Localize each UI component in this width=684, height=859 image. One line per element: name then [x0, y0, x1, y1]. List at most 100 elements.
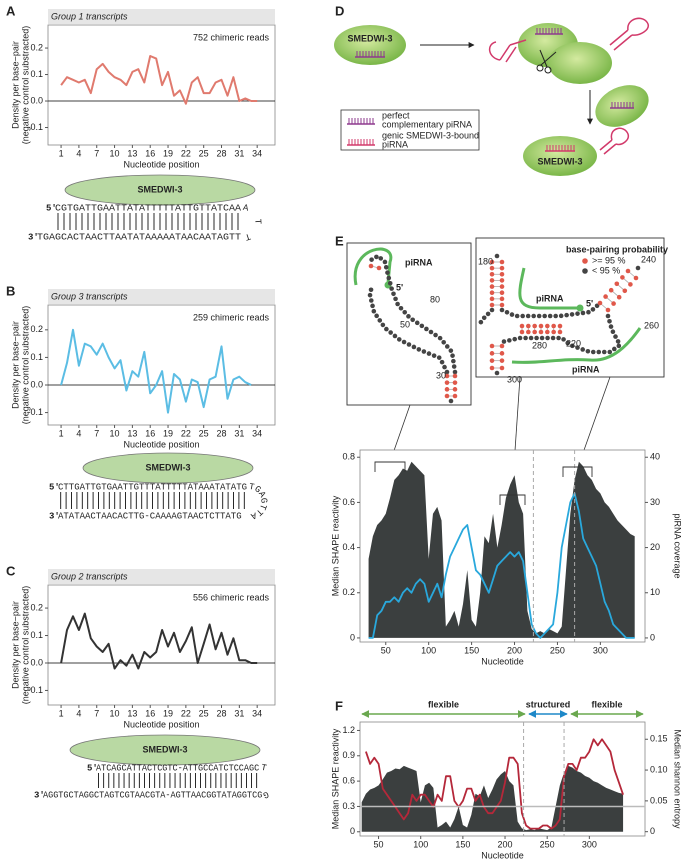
title-strip [48, 569, 275, 584]
nucleotide [532, 329, 537, 335]
nucleotide [545, 329, 550, 335]
y-tick-label: 0 [350, 826, 355, 836]
legend-label: < 95 % [592, 265, 620, 275]
structure-label: piRNA [405, 257, 433, 267]
nucleotide [374, 254, 379, 260]
nucleotide [444, 387, 450, 392]
x-tick-label: 10 [110, 148, 120, 158]
nucleotide [519, 323, 525, 329]
nucleotide [557, 323, 563, 329]
x-tick-label: 25 [199, 428, 209, 438]
line [368, 492, 635, 639]
nucleotide [616, 343, 622, 349]
sequence: AGGTGCTAGGCTAGTCGTAACGTA-AGTTAACGGTATAGG… [43, 790, 262, 800]
x-tick-label: 16 [145, 708, 155, 718]
nucleotide [580, 310, 586, 316]
chart-title: Group 1 transcripts [51, 11, 128, 21]
annotation: 556 chimeric reads [193, 592, 270, 602]
line [365, 738, 624, 830]
nucleotide [389, 286, 394, 291]
sequence-loop: TGAGTTA [248, 482, 268, 520]
nucleotide [610, 329, 616, 335]
nucleotide [489, 290, 495, 296]
x-tick-label: 28 [217, 428, 227, 438]
y-axis-label: Density per base−pair [10, 41, 20, 129]
nucleotide [391, 291, 396, 297]
x-axis-label: Nucleotide position [123, 159, 199, 169]
nucleotide [489, 307, 495, 313]
nucleotide [489, 302, 495, 308]
nucleotide [444, 393, 450, 399]
bracket [499, 494, 526, 505]
nucleotide [426, 351, 432, 356]
x-tick-label: 19 [163, 428, 173, 438]
x-axis-label: Nucleotide position [123, 439, 199, 449]
x-tick-label: 13 [127, 708, 137, 718]
nucleotide [388, 330, 393, 335]
nucleotide [385, 270, 390, 275]
nucleotide [575, 311, 580, 316]
y-axis-label: Median SHAPE reactivity [330, 495, 340, 596]
nucleotide [565, 340, 571, 346]
nucleotide [538, 323, 544, 329]
nucleotide-number: 280 [532, 340, 547, 350]
nucleotide [376, 265, 382, 271]
x-tick-label: 22 [181, 148, 191, 158]
x-tick-label: 19 [163, 708, 173, 718]
nucleotide [499, 296, 505, 302]
nucleotide [520, 313, 525, 319]
y2-axis-label: Median shannon entropy [673, 729, 683, 829]
nucleotide [551, 323, 556, 329]
nucleotide [499, 290, 505, 296]
nucleotide [421, 349, 427, 354]
y-axis-label: (negative control substracted) [20, 26, 30, 145]
y2-tick-label: 30 [650, 497, 660, 507]
nucleotide-number: 30 [436, 370, 446, 380]
protein-shape [334, 25, 406, 65]
y-tick-label: 0.2 [30, 324, 43, 334]
nucleotide [489, 365, 495, 371]
prime-label: 5′ [46, 203, 57, 213]
inset-box [346, 242, 472, 406]
line [60, 55, 258, 105]
nucleotide [590, 307, 596, 312]
nucleotide [374, 313, 379, 319]
nucleotide [499, 265, 505, 271]
x-tick-label: 150 [464, 645, 479, 655]
hairpin [609, 17, 649, 51]
nucleotide [536, 313, 542, 319]
region-label: structured [526, 699, 571, 709]
y-axis-label: (negative control substracted) [20, 306, 30, 425]
chart-title: Group 3 transcripts [51, 291, 128, 301]
nucleotide [616, 294, 622, 300]
protein-shape [64, 174, 256, 206]
y-tick-label: 0.4 [342, 542, 355, 552]
panel-letter: C [6, 563, 16, 578]
y-tick-label: 1.2 [342, 725, 355, 735]
nucleotide [448, 348, 454, 353]
nucleotide-number: 260 [644, 320, 659, 330]
y-tick-label: 0.6 [342, 775, 355, 785]
pirna [511, 327, 642, 364]
nucleotide [556, 335, 561, 341]
nucleotide [499, 365, 505, 371]
y2-tick-label: 10 [650, 587, 660, 597]
y2-tick-label: 0.10 [650, 764, 668, 774]
nucleotide [499, 278, 505, 283]
structure-label: piRNA [572, 364, 600, 374]
prime-label: 3′ [49, 511, 60, 521]
nucleotide [489, 343, 495, 349]
nucleotide [396, 337, 402, 342]
sequence-loop: ATT [242, 203, 262, 241]
nucleotide [489, 271, 495, 277]
x-axis-label: Nucleotide position [123, 719, 199, 729]
x-tick-label: 7 [94, 708, 99, 718]
sequence: ATATAACTAACACTTG-CAAAAGTAACTCTTATG [58, 511, 242, 521]
nucleotide [561, 337, 566, 342]
y-tick-label: 0.2 [30, 602, 43, 612]
y-tick-label: 0.1 [30, 352, 43, 362]
line [60, 612, 258, 670]
nucleotide [499, 302, 505, 308]
protein-label: SMEDWI-3 [146, 462, 191, 472]
x-tick-label: 4 [76, 428, 81, 438]
